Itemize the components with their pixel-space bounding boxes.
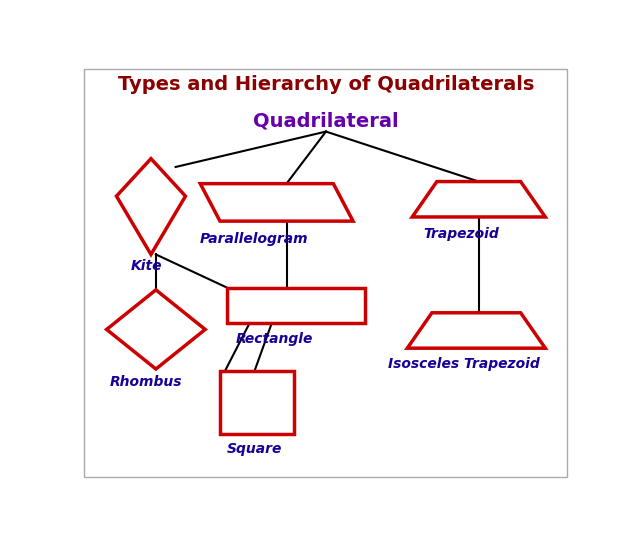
Text: Kite: Kite [130,259,162,273]
Text: Types and Hierarchy of Quadrilaterals: Types and Hierarchy of Quadrilaterals [118,75,534,94]
Text: Parallelogram: Parallelogram [200,232,309,246]
Text: Rectangle: Rectangle [235,332,313,346]
Text: Isosceles Trapezoid: Isosceles Trapezoid [388,358,540,371]
Text: Square: Square [227,442,282,456]
Text: Quadrilateral: Quadrilateral [253,111,399,131]
Text: Trapezoid: Trapezoid [424,227,499,241]
Text: Rhombus: Rhombus [110,375,183,390]
